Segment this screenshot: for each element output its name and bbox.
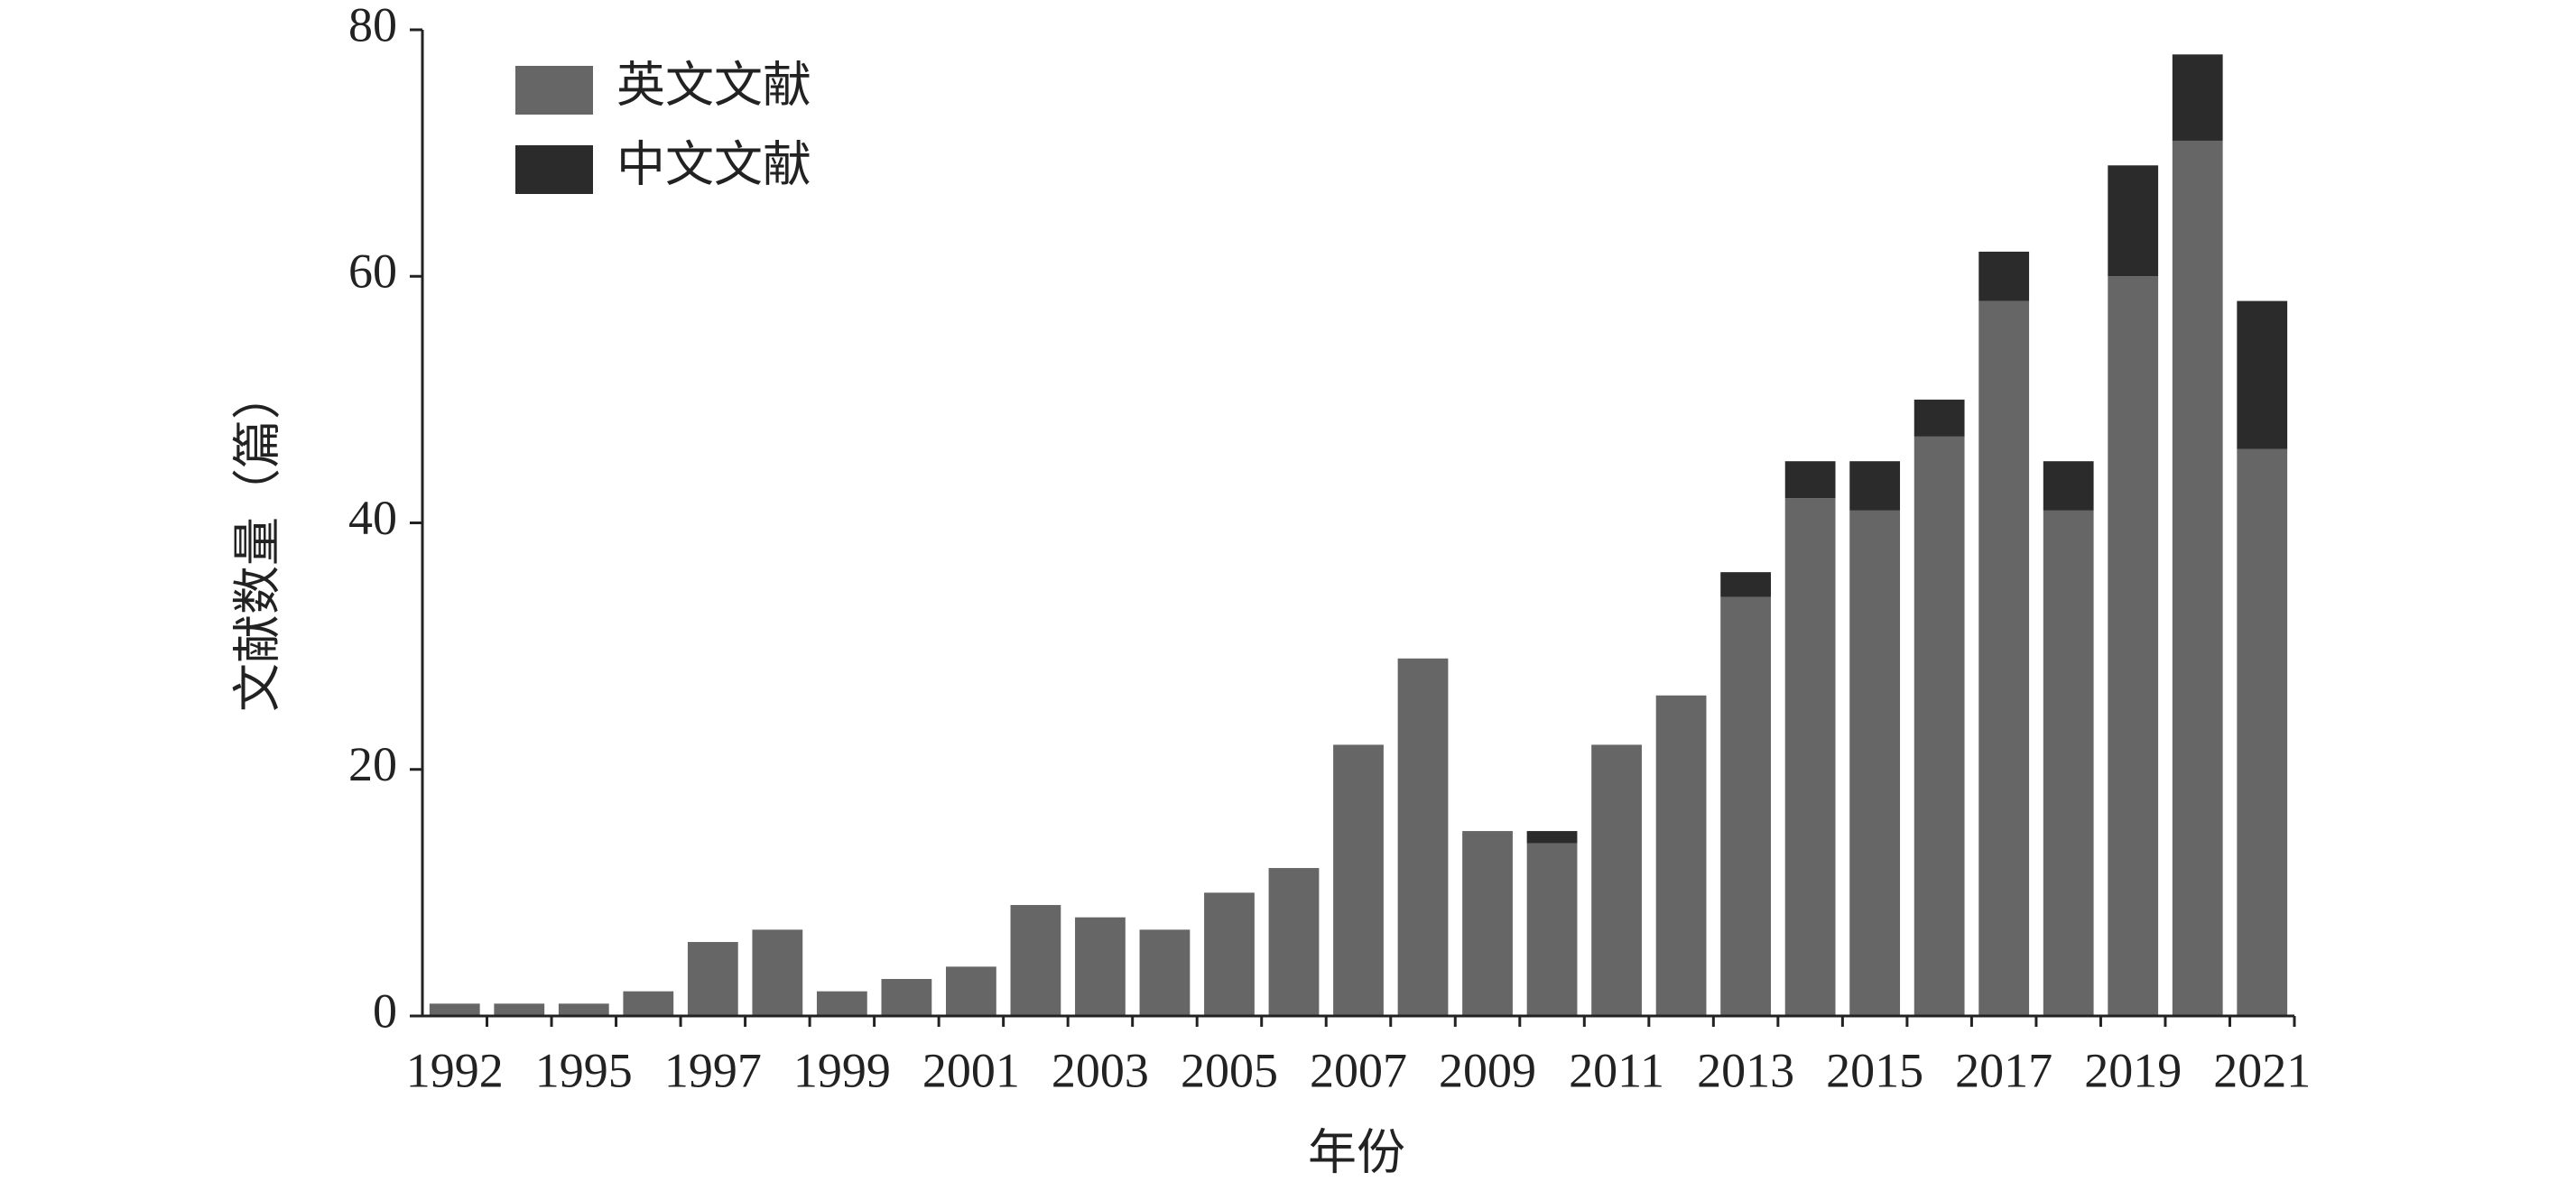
bar-segment: [2172, 140, 2223, 1016]
x-tick-label: 1997: [664, 1043, 762, 1097]
bar-segment: [1978, 300, 2030, 1016]
bar-segment: [1397, 658, 1449, 1016]
x-tick-label: 2007: [1310, 1043, 1407, 1097]
bar-segment: [1268, 868, 1320, 1016]
x-tick-label: 1995: [535, 1043, 633, 1097]
legend-label: 中文文献: [616, 137, 811, 191]
bar-segment: [1978, 251, 2030, 301]
x-tick-label: 2001: [922, 1043, 1020, 1097]
x-tick-label: 2005: [1181, 1043, 1278, 1097]
bar-segment: [1720, 572, 1771, 597]
bar-segment: [1333, 744, 1384, 1016]
bar-segment: [2237, 300, 2288, 449]
bar-segment: [1075, 917, 1126, 1016]
bar-segment: [1655, 695, 1707, 1016]
y-tick-label: 40: [348, 491, 397, 545]
bar-segment: [429, 1003, 480, 1016]
bar-segment: [1784, 498, 1836, 1016]
legend-swatch: [515, 66, 593, 115]
bar-segment: [2108, 276, 2159, 1016]
bar-segment: [1010, 905, 1061, 1016]
bar-segment: [1462, 831, 1513, 1016]
bar-segment: [1913, 399, 1965, 437]
x-tick-label: 2019: [2084, 1043, 2182, 1097]
bar-segment: [881, 979, 932, 1016]
y-tick-label: 20: [348, 737, 397, 791]
bar-segment: [1139, 929, 1191, 1016]
bar-segment: [687, 942, 738, 1016]
bar-segment: [2108, 165, 2159, 277]
bar-segment: [2237, 448, 2288, 1016]
bar-segment: [558, 1003, 609, 1016]
bar-segment: [1849, 510, 1901, 1016]
bar-segment: [494, 1003, 545, 1016]
bar-segment: [816, 991, 867, 1016]
x-tick-label: 2013: [1697, 1043, 1794, 1097]
bar-segment: [2043, 510, 2094, 1016]
y-tick-label: 80: [348, 0, 397, 51]
bar-segment: [752, 929, 803, 1016]
x-axis-title: 年份: [1308, 1125, 1405, 1179]
bar-segment: [946, 966, 996, 1016]
bar-segment: [1849, 461, 1901, 511]
y-tick-label: 60: [348, 245, 397, 299]
x-tick-label: 2017: [1955, 1043, 2052, 1097]
x-tick-label: 2011: [1569, 1043, 1664, 1097]
x-tick-label: 2021: [2213, 1043, 2311, 1097]
legend-swatch: [515, 145, 593, 194]
x-tick-label: 1999: [793, 1043, 891, 1097]
bar-segment: [1204, 892, 1255, 1016]
bar-segment: [1526, 831, 1578, 844]
x-tick-label: 2003: [1052, 1043, 1149, 1097]
bar-segment: [1720, 596, 1771, 1016]
bar-segment: [623, 991, 674, 1016]
bar-segment: [2172, 54, 2223, 141]
legend-label: 英文文献: [616, 58, 811, 112]
bar-segment: [1784, 461, 1836, 499]
x-tick-label: 2015: [1826, 1043, 1923, 1097]
bar-segment: [2043, 461, 2094, 511]
x-tick-label: 1992: [406, 1043, 504, 1097]
y-axis-title: 文献数量（篇）: [230, 371, 284, 712]
bar-segment: [1591, 744, 1642, 1016]
x-tick-label: 2009: [1439, 1043, 1536, 1097]
bar-segment: [1913, 436, 1965, 1016]
y-tick-label: 0: [373, 983, 397, 1038]
bar-segment: [1526, 843, 1578, 1016]
